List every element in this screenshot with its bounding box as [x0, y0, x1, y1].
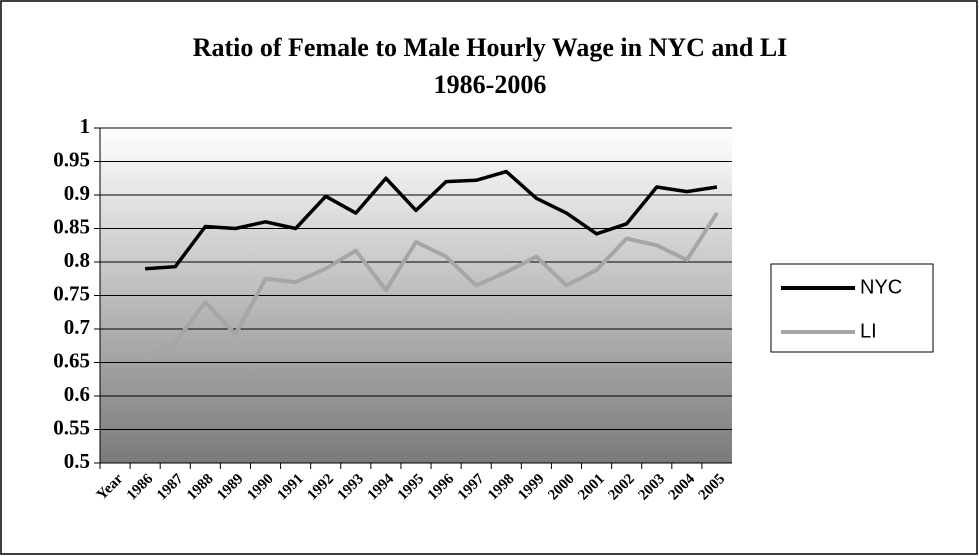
y-tick-label: 0.7 [64, 315, 90, 339]
y-tick-label: 0.75 [53, 281, 90, 305]
chart-subtitle: 1986-2006 [434, 70, 547, 99]
y-tick-label: 1 [80, 114, 91, 138]
y-tick-label: 0.8 [64, 248, 90, 272]
legend-box [770, 263, 934, 353]
y-tick-label: 0.85 [53, 214, 90, 238]
chart-title: Ratio of Female to Male Hourly Wage in N… [193, 33, 788, 62]
series-line [144, 212, 719, 361]
y-tick-label: 0.5 [64, 449, 90, 473]
legend-label: LI [860, 320, 877, 342]
y-tick-label: 0.65 [53, 348, 90, 372]
legend: NYC LI [770, 263, 934, 353]
y-tick-label: 0.95 [53, 147, 90, 171]
y-tick-label: 0.9 [64, 181, 90, 205]
series-line [145, 169, 718, 271]
y-tick-label: 0.55 [53, 415, 90, 439]
y-tick-label: 0.6 [64, 382, 90, 406]
legend-label: NYC [860, 276, 902, 298]
